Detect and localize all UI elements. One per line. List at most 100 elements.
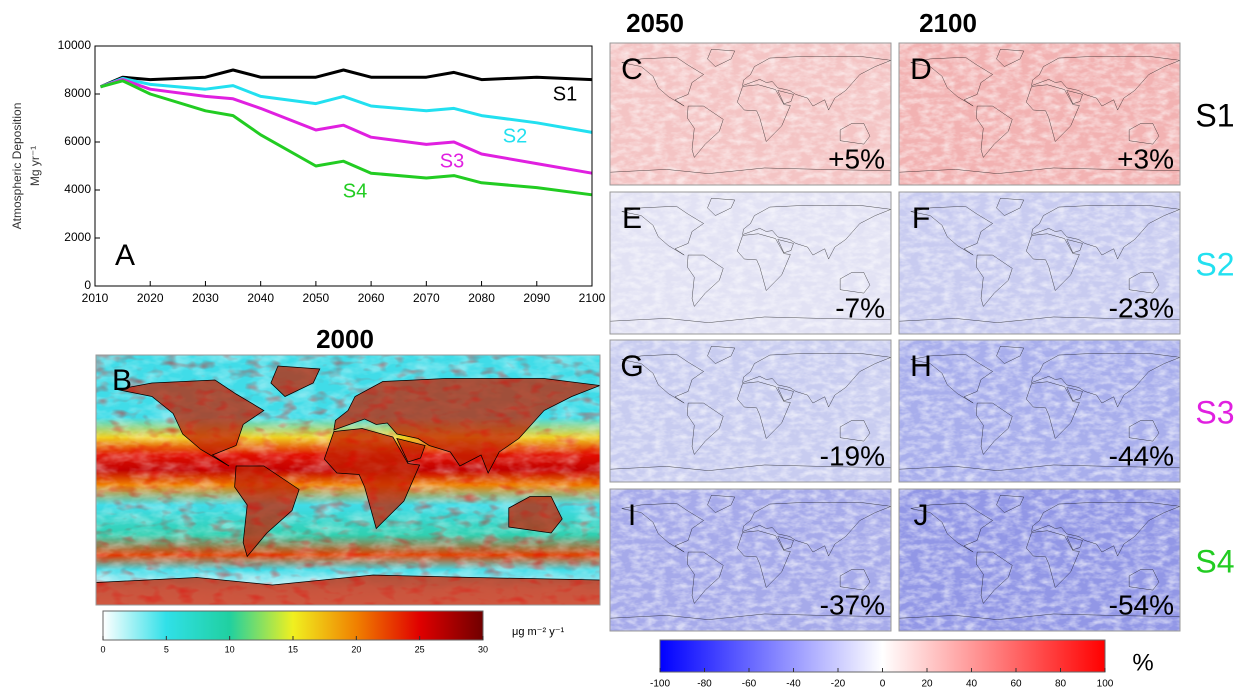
map-frame bbox=[609, 488, 892, 632]
colorbar-tick-label: -40 bbox=[786, 679, 801, 689]
colorbar-tick-label: 10 bbox=[225, 644, 235, 654]
map-frame bbox=[609, 339, 892, 483]
colorbar-tick-label: 0 bbox=[880, 679, 886, 689]
y-axis-label: Atmospheric Deposition bbox=[10, 103, 24, 230]
x-tick-label: 2030 bbox=[192, 291, 219, 305]
change-label: -7% bbox=[835, 292, 885, 323]
series-label: S4 bbox=[343, 180, 367, 202]
map-texture bbox=[610, 43, 891, 185]
map-frame bbox=[609, 42, 892, 186]
panel-letter: B bbox=[112, 364, 132, 397]
colorbar-tick-label: -60 bbox=[742, 679, 757, 689]
change-label: -54% bbox=[1109, 589, 1174, 620]
panel-letter: G bbox=[620, 350, 643, 383]
x-tick-label: 2100 bbox=[579, 291, 606, 305]
map-texture bbox=[899, 43, 1180, 185]
colorbar-tick-label: 5 bbox=[164, 644, 169, 654]
colorbar-tick-label: 30 bbox=[478, 644, 488, 654]
colorbar-tick-label: 25 bbox=[415, 644, 425, 654]
y-tick-label: 4000 bbox=[64, 182, 91, 196]
x-tick-label: 2070 bbox=[413, 291, 440, 305]
panel-letter: C bbox=[621, 53, 643, 86]
row-label: S4 bbox=[1195, 543, 1234, 579]
map-texture bbox=[610, 489, 891, 631]
x-tick-label: 2080 bbox=[468, 291, 495, 305]
map bbox=[610, 43, 891, 185]
map-texture bbox=[899, 489, 1180, 631]
colorbar-tick-label: 60 bbox=[1010, 679, 1022, 689]
map-texture bbox=[610, 192, 891, 334]
series-label: S1 bbox=[553, 83, 577, 105]
series-line bbox=[99, 76, 593, 134]
colorbar-tick-label: -20 bbox=[831, 679, 846, 689]
x-tick-label: 2060 bbox=[358, 291, 385, 305]
series-line bbox=[100, 78, 593, 175]
column-title: 2100 bbox=[919, 8, 977, 38]
series-label: S3 bbox=[440, 150, 464, 172]
y-tick-label: 8000 bbox=[64, 86, 91, 100]
map-title: 2000 bbox=[316, 324, 374, 354]
x-tick-label: 2050 bbox=[303, 291, 330, 305]
map bbox=[899, 489, 1180, 631]
panel-letter: I bbox=[628, 499, 636, 532]
colorbar-tick-label: 0 bbox=[100, 644, 105, 654]
y-tick-label: 2000 bbox=[64, 230, 91, 244]
colorbar-tick-label: -100 bbox=[650, 679, 670, 689]
map-texture bbox=[610, 340, 891, 482]
colorbar-unit: % bbox=[1132, 649, 1153, 676]
row-label: S3 bbox=[1195, 394, 1234, 430]
panel-letter: J bbox=[914, 499, 929, 532]
map-texture bbox=[899, 340, 1180, 482]
change-label: -19% bbox=[820, 440, 885, 471]
y-tick-label: 0 bbox=[84, 278, 91, 292]
x-tick-label: 2020 bbox=[137, 291, 164, 305]
map bbox=[899, 340, 1180, 482]
change-label: +3% bbox=[1117, 143, 1174, 174]
colorbar bbox=[659, 639, 1106, 673]
map-frame bbox=[609, 191, 892, 335]
map-frame bbox=[898, 339, 1181, 483]
y-axis-unit: Mg yr⁻¹ bbox=[28, 146, 42, 186]
column-title: 2050 bbox=[626, 8, 684, 38]
plot-frame bbox=[94, 45, 593, 287]
y-tick-label: 10000 bbox=[58, 38, 92, 52]
colorbar-tick-label: 40 bbox=[966, 679, 978, 689]
x-tick-label: 2040 bbox=[247, 291, 274, 305]
map bbox=[899, 192, 1180, 334]
change-label: -37% bbox=[820, 589, 885, 620]
map bbox=[610, 192, 891, 334]
map-frame bbox=[95, 354, 601, 606]
y-tick-label: 6000 bbox=[64, 134, 91, 148]
colorbar-tick-label: -80 bbox=[697, 679, 712, 689]
map bbox=[610, 489, 891, 631]
map-frame bbox=[898, 42, 1181, 186]
series-label: S2 bbox=[503, 125, 527, 147]
panel-letter: E bbox=[622, 202, 642, 235]
row-label: S1 bbox=[1195, 97, 1234, 133]
x-tick-label: 2010 bbox=[82, 291, 109, 305]
x-tick-label: 2090 bbox=[523, 291, 550, 305]
panel-letter: A bbox=[115, 239, 135, 272]
panel-letter: D bbox=[910, 53, 932, 86]
row-label: S2 bbox=[1195, 246, 1234, 282]
colorbar-tick-label: 15 bbox=[288, 644, 298, 654]
colorbar bbox=[102, 610, 484, 641]
series-line bbox=[100, 79, 593, 197]
colorbar-tick-label: 20 bbox=[351, 644, 361, 654]
map-texture bbox=[96, 355, 600, 605]
change-label: -44% bbox=[1109, 440, 1174, 471]
colorbar-unit: μg m⁻² y⁻¹ bbox=[512, 626, 565, 638]
map-frame bbox=[898, 488, 1181, 632]
colorbar-tick-label: 100 bbox=[1097, 679, 1114, 689]
map bbox=[96, 355, 600, 605]
map bbox=[899, 43, 1180, 185]
map bbox=[610, 340, 891, 482]
series-line bbox=[99, 68, 593, 89]
panel-letter: H bbox=[910, 350, 932, 383]
panel-letter: F bbox=[912, 202, 930, 235]
change-label: -23% bbox=[1109, 292, 1174, 323]
map-frame bbox=[898, 191, 1181, 335]
map-texture bbox=[899, 192, 1180, 334]
